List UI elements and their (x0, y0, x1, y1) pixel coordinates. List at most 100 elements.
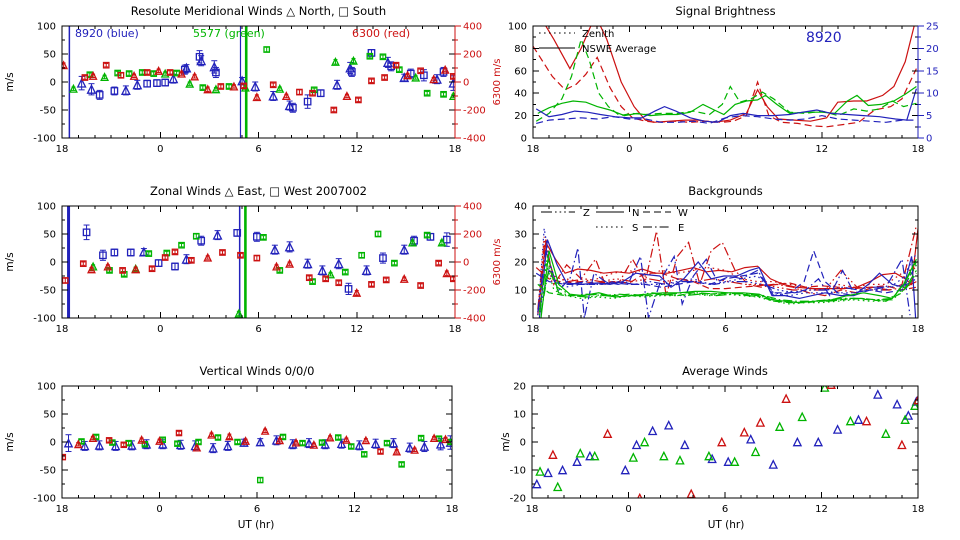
x-tick-label: 6 (255, 144, 261, 155)
x-tick-label: 12 (815, 144, 828, 155)
legend-label: Z (583, 208, 590, 219)
y2-tick-label: 0 (463, 258, 469, 269)
y2-axis-label: 6300 m/s (492, 239, 503, 286)
legend-label: W (678, 208, 688, 219)
y-tick-label: -50 (40, 286, 56, 297)
x-tick-label: 18 (526, 504, 539, 515)
y-tick-label: 100 (37, 382, 56, 393)
y2-tick-label: 200 (463, 230, 482, 241)
y2-tick-label: 400 (463, 22, 482, 33)
x-tick-label: 18 (449, 324, 462, 335)
x-tick-label: 12 (815, 504, 828, 515)
y-tick-label: 50 (43, 230, 56, 241)
x-axis-label: UT (hr) (708, 519, 745, 531)
5577-z-series (538, 256, 917, 313)
5577-average-series (535, 386, 918, 492)
x-tick-label: 6 (722, 324, 728, 335)
y-axis-label: m/s (4, 252, 16, 271)
6300-zenith-series (533, 45, 917, 128)
y-tick-label: -10 (510, 466, 526, 477)
x-tick-label: 6 (254, 504, 260, 515)
y2-tick-label: 5 (926, 111, 932, 122)
backgrounds-panel-title: Backgrounds (688, 184, 763, 198)
y-tick-label: 0 (50, 438, 56, 449)
x-tick-label: 0 (626, 144, 632, 155)
legend-label: NSWE Average (582, 44, 656, 55)
x-tick-label: 0 (157, 324, 163, 335)
x-tick-label: 0 (625, 504, 631, 515)
annotation-text: 8920 (806, 30, 842, 46)
y2-tick-label: 0 (463, 78, 469, 89)
meridional-winds-panel: 18 0 6 12 18 100 50 0 -50 -100 400 200 0 -200 -400 6300… (4, 4, 503, 155)
y-tick-label: -100 (33, 314, 56, 325)
x-tick-label: 6 (722, 144, 728, 155)
legend-label: N (632, 208, 639, 219)
signal-brightness-panel-right-axis (917, 25, 924, 139)
y2-tick-label: 0 (926, 134, 932, 145)
average-winds-panel: 18 0 6 12 18 20 10 0 -10 -20 m/s Average Winds UT (h… (500, 364, 924, 531)
y2-tick-label: -400 (463, 314, 486, 325)
6300-winds-series (62, 60, 455, 114)
y2-tick-label: 200 (463, 50, 482, 61)
y2-tick-label: -200 (463, 286, 486, 297)
x-tick-label: 12 (815, 324, 828, 335)
y2-tick-label: 400 (463, 202, 482, 213)
legend-label: Zenith (582, 29, 614, 40)
x-tick-label: 18 (56, 324, 69, 335)
5577-zenith-series (535, 37, 917, 122)
average-winds-panel-axes (531, 385, 919, 499)
y-tick-label: 0 (520, 438, 526, 449)
y-tick-label: 20 (514, 258, 527, 269)
annotation-text: 5577 (green) (193, 27, 265, 40)
y-tick-label: -50 (40, 106, 56, 117)
x-tick-label: 18 (446, 504, 459, 515)
meridional-winds-panel-title: Resolute Meridional Winds △ North, □ Sou… (131, 4, 386, 18)
6300-n-series (537, 228, 918, 316)
8920-zenith-series (536, 114, 917, 125)
x-axis-label: UT (hr) (238, 519, 275, 531)
y-axis-label: m/s (4, 432, 16, 451)
y2-tick-label: 10 (926, 89, 939, 100)
x-tick-label: 12 (350, 324, 363, 335)
x-tick-label: 18 (912, 504, 925, 515)
average-winds-panel-title: Average Winds (682, 364, 768, 378)
y-tick-label: 100 (37, 22, 56, 33)
x-tick-label: 18 (912, 144, 925, 155)
y-tick-label: 0 (50, 78, 56, 89)
y-tick-label: 100 (37, 202, 56, 213)
x-tick-label: 18 (449, 144, 462, 155)
backgrounds-panel-plot-area (535, 225, 918, 318)
signal-brightness-panel-title: Signal Brightness (675, 4, 775, 18)
y-tick-label: 10 (514, 286, 527, 297)
8920-nswe-average-series (535, 88, 917, 123)
vertical-winds-panel-plot-area (62, 426, 452, 484)
y-tick-label: 100 (508, 22, 527, 33)
5577-nswe-average-series (537, 86, 917, 117)
zonal-winds-panel: 18 0 6 12 18 100 50 0 -50 -100 400 200 0 -200 -400 6300… (4, 184, 503, 335)
x-tick-label: 0 (626, 324, 632, 335)
x-tick-label: 12 (350, 144, 363, 155)
y-axis-label: m/s (500, 432, 512, 451)
y-tick-label: -50 (40, 466, 56, 477)
zonal-winds-panel-title: Zonal Winds △ East, □ West 2007002 (150, 184, 367, 198)
y-tick-label: 20 (513, 382, 526, 393)
x-tick-label: 6 (255, 324, 261, 335)
y-tick-label: 50 (43, 410, 56, 421)
annotation-text: 6300 (red) (352, 27, 410, 40)
y-tick-label: 80 (514, 44, 527, 55)
average-winds-panel-plot-area (532, 386, 918, 498)
y-tick-label: 30 (514, 230, 527, 241)
y-tick-label: -20 (510, 494, 526, 505)
y-tick-label: 40 (514, 202, 527, 213)
x-tick-label: 18 (527, 144, 540, 155)
y2-tick-label: 25 (926, 22, 939, 33)
y2-tick-label: 15 (926, 66, 939, 77)
6300-e-series (538, 225, 917, 307)
y-tick-label: 60 (514, 66, 527, 77)
zonal-winds-panel-right-axis (454, 205, 461, 319)
x-tick-label: 18 (912, 324, 925, 335)
y2-tick-label: -200 (463, 106, 486, 117)
6300-winds-series (62, 426, 450, 461)
